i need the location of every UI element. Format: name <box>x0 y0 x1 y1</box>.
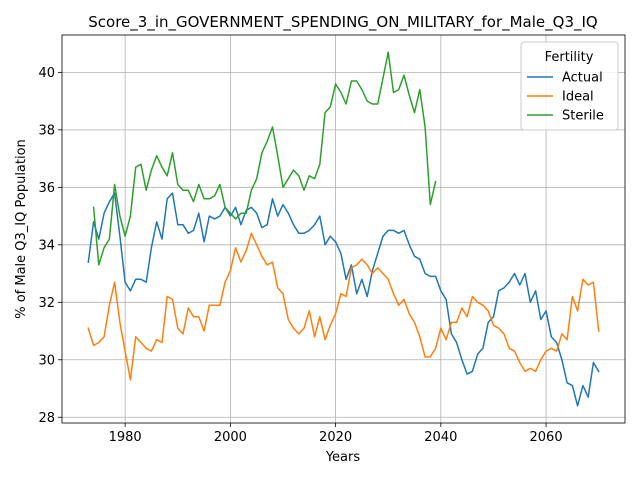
x-tick-label: 2000 <box>214 430 247 445</box>
y-axis-label: % of Male Q3_IQ Population <box>14 139 29 319</box>
y-tick-label: 30 <box>38 353 55 368</box>
y-tick-label: 38 <box>38 123 55 138</box>
legend-box <box>520 41 619 131</box>
legend: Fertility Actual Ideal Sterile <box>520 41 619 131</box>
y-axis-ticks: 28 30 32 34 36 38 40 <box>38 66 62 426</box>
y-tick-label: 36 <box>38 181 55 196</box>
series-lines <box>87 51 600 407</box>
x-tick-label: 2060 <box>530 430 563 445</box>
plot-frame <box>61 34 626 424</box>
x-tick-label: 2020 <box>319 430 352 445</box>
x-axis-ticks: 1980 2000 2020 2040 2060 <box>109 423 563 445</box>
legend-label-actual: Actual <box>562 71 603 86</box>
y-tick-label: 34 <box>38 238 55 253</box>
legend-title: Fertility <box>545 50 594 65</box>
legend-label-sterile: Sterile <box>562 109 604 124</box>
y-tick-label: 32 <box>38 296 55 311</box>
x-tick-label: 1980 <box>109 430 142 445</box>
x-tick-label: 2040 <box>424 430 457 445</box>
legend-entries: Actual Ideal Sterile <box>527 71 604 124</box>
x-axis-label: Years <box>325 450 361 465</box>
y-tick-label: 40 <box>38 66 55 81</box>
series-line-sterile <box>92 51 437 266</box>
series-line-ideal <box>87 232 600 381</box>
chart-title: Score_3_in_GOVERNMENT_SPENDING_ON_MILITA… <box>88 13 597 32</box>
series-line-actual <box>87 192 600 407</box>
legend-label-ideal: Ideal <box>562 90 594 105</box>
y-tick-label: 28 <box>38 411 55 426</box>
